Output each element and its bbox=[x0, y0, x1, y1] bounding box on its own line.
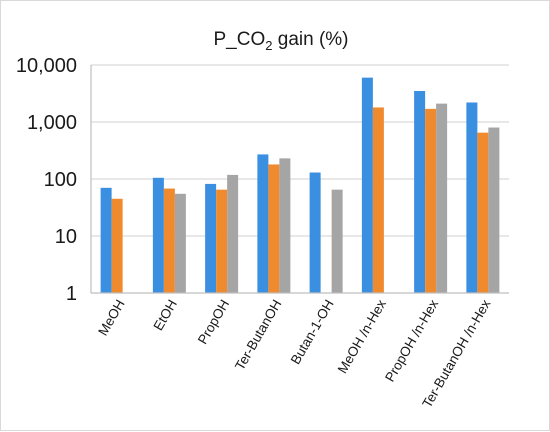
chart-title: P_CO2 gain (%) bbox=[213, 29, 348, 53]
title-main: P_CO bbox=[213, 29, 265, 50]
bar bbox=[163, 188, 175, 293]
title-subscript: 2 bbox=[265, 38, 272, 53]
x-tick-label: EtOH bbox=[150, 297, 179, 333]
title-suffix: gain (%) bbox=[272, 29, 348, 50]
x-tick-label: MeOH bbox=[95, 297, 127, 338]
y-tick-label: 10,000 bbox=[16, 55, 77, 77]
y-tick-label: 1 bbox=[66, 283, 77, 305]
bar bbox=[216, 189, 228, 293]
bar bbox=[205, 183, 217, 293]
bar bbox=[488, 127, 500, 294]
y-tick-label: 100 bbox=[44, 169, 77, 191]
bar bbox=[361, 77, 373, 293]
x-tick-label: PropOH /n-Hex bbox=[382, 297, 441, 385]
bar bbox=[372, 107, 384, 294]
bar bbox=[268, 164, 280, 293]
bar bbox=[425, 108, 437, 293]
y-tick-label: 1,000 bbox=[27, 112, 77, 134]
bar bbox=[414, 90, 426, 293]
x-tick-label: MeOH /n-Hex bbox=[335, 297, 389, 376]
bar-layer bbox=[100, 77, 500, 294]
x-tick-label: Butan-1-OH bbox=[288, 297, 337, 367]
bar bbox=[309, 172, 321, 293]
bar bbox=[257, 154, 269, 293]
axis-layer bbox=[90, 65, 509, 294]
bar bbox=[466, 102, 478, 294]
bar bbox=[152, 177, 164, 293]
x-tick-label: PropOH bbox=[195, 297, 232, 347]
bar bbox=[111, 198, 123, 293]
bar bbox=[331, 189, 343, 293]
y-tick-label: 10 bbox=[55, 226, 77, 248]
bar bbox=[100, 187, 112, 293]
bar bbox=[227, 174, 239, 293]
bar bbox=[174, 193, 186, 293]
bar bbox=[477, 132, 489, 293]
bar bbox=[436, 103, 448, 293]
x-tick-label: Ter-ButanOH bbox=[232, 297, 284, 373]
bar bbox=[279, 158, 291, 293]
